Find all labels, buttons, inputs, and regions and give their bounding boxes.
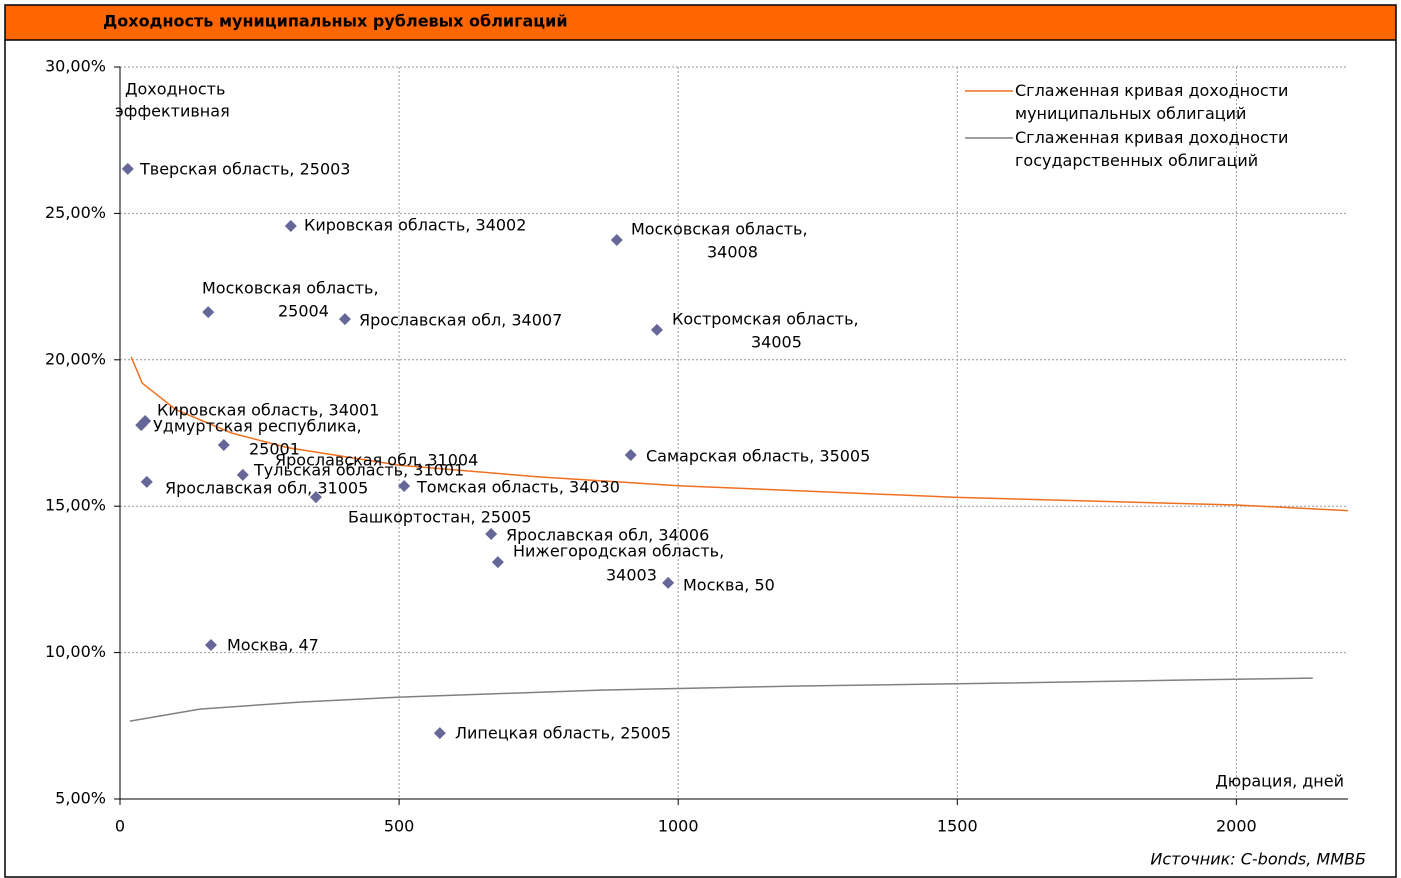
point-label: Томская область, 34030: [416, 478, 620, 497]
point: [491, 556, 504, 569]
point: [284, 219, 297, 232]
point-label: 34003: [606, 566, 657, 585]
point: [236, 468, 249, 481]
point-label: 34008: [707, 243, 758, 262]
point-label: Кировская область, 34001: [157, 401, 379, 420]
legend-label: Сглаженная кривая доходности государстве…: [1015, 128, 1289, 170]
point: [135, 419, 148, 432]
point-label: Нижегородская область,: [513, 542, 724, 561]
point-label: Тульская область, 31001: [253, 461, 464, 480]
point: [338, 313, 351, 326]
point-label: Московская область,: [202, 279, 379, 298]
y-tick-label: 30,00%: [45, 57, 106, 76]
point: [624, 448, 637, 461]
y-axis-label: Доходность: [125, 80, 225, 99]
point-label: Ярославская обл, 34006: [506, 526, 709, 545]
source: Источник: C-bonds, ММВБ: [1150, 850, 1366, 869]
point: [204, 638, 217, 651]
y-tick-label: 15,00%: [45, 496, 106, 515]
x-tick-label: 500: [384, 817, 415, 836]
point-label: Липецкая область, 25005: [455, 724, 671, 743]
point: [662, 576, 675, 589]
point-label: Костромская область,: [672, 310, 859, 329]
point: [650, 323, 663, 336]
curve: [130, 356, 1349, 512]
point: [433, 727, 446, 740]
point: [202, 306, 215, 319]
point-label: Удмуртская республика,: [153, 417, 362, 436]
point: [610, 234, 623, 247]
chart-title: Доходность муниципальных рублевых облига…: [103, 12, 568, 31]
y-tick-label: 20,00%: [45, 349, 106, 368]
point-label: Москва, 50: [683, 576, 775, 595]
point-label: Самарская область, 35005: [646, 447, 870, 466]
x-axis-label: Дюрация, дней: [1215, 772, 1344, 791]
x-tick-label: 1500: [937, 817, 978, 836]
point: [140, 475, 153, 488]
point: [121, 162, 134, 175]
point: [309, 491, 322, 504]
point-label: 25001: [249, 440, 300, 459]
frame: [4, 4, 1397, 878]
point-label: Кировская область, 34002: [304, 216, 526, 235]
x-tick-label: 0: [115, 817, 125, 836]
point-label: 25004: [278, 302, 329, 321]
point-label: 34005: [751, 333, 802, 352]
y-axis-label: эффективная: [115, 102, 230, 121]
y-tick-label: 25,00%: [45, 203, 106, 222]
point-label: Башкортостан, 25005: [348, 508, 532, 527]
point: [217, 439, 230, 452]
point: [485, 528, 498, 541]
point-label: Ярославская обл, 31005: [165, 479, 368, 498]
point-label: Московская область,: [631, 220, 808, 239]
header-bar: [5, 5, 1396, 40]
point-label: Москва, 47: [227, 636, 319, 655]
y-tick-label: 10,00%: [45, 642, 106, 661]
point-label: Ярославская обл, 31004: [275, 451, 478, 470]
legend-label: Сглаженная кривая доходности муниципальн…: [1015, 81, 1289, 123]
point-label: Тверская область, 25003: [139, 160, 350, 179]
curve: [129, 677, 1313, 722]
x-tick-label: 1000: [658, 817, 699, 836]
x-tick-label: 2000: [1216, 817, 1257, 836]
point-label: Ярославская обл, 34007: [359, 311, 562, 330]
y-tick-label: 5,00%: [55, 789, 106, 808]
point: [398, 479, 411, 492]
